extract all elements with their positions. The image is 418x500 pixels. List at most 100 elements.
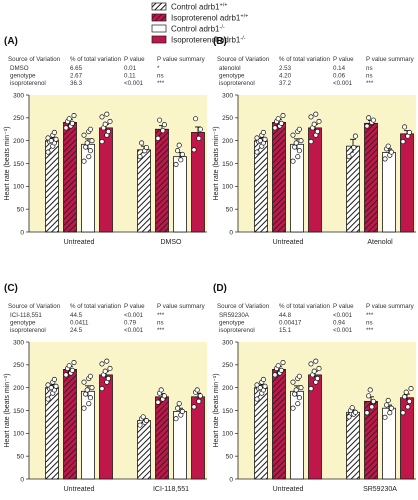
data-point [193,116,199,122]
legend-label-3: Isoproterenol adrb1-/- [171,36,246,45]
stats-cell-2-2: <0.001 [333,80,353,87]
data-point [254,396,260,402]
data-point [69,367,75,373]
stats-cell-0-3: * [157,65,160,72]
y-tick-label: 300 [13,92,24,99]
stats-cell-0-3: *** [366,312,374,319]
legend-label-main: Control adrb1 [171,25,220,34]
data-point [157,117,163,123]
y-tick-label: 200 [13,385,24,392]
x-tick-label: Untreated [64,239,95,246]
legend-label-sup: +/+ [219,3,227,9]
bar [155,396,169,480]
y-tick-label: 50 [226,453,234,460]
legend-label-main: Control adrb1 [171,3,220,12]
data-point [99,114,105,120]
data-point [197,393,203,399]
data-point [308,386,314,392]
bar [364,122,378,233]
data-point [45,149,51,155]
data-point [296,148,302,154]
data-point [66,363,72,369]
stats-header-3: P value summary [366,303,415,310]
stats-cell-0-3: *** [157,312,165,319]
data-point [314,128,320,135]
x-tick-label: Untreated [273,486,304,493]
bar [173,156,187,233]
data-point [290,379,296,385]
data-point [272,372,278,378]
stats-cell-1-0: genotype [219,73,245,80]
data-point [298,385,304,391]
y-tick-label: 100 [13,431,24,438]
data-point [352,409,358,415]
stats-cell-2-3: *** [366,80,374,87]
stats-cell-2-2: <0.001 [124,80,144,87]
data-point [140,414,146,420]
y-axis-label: Heart rate (beats min⁻¹) [4,373,11,447]
y-tick-label: 200 [222,138,233,145]
data-point [400,139,406,145]
panel-label: (C) [4,283,18,294]
data-point [191,147,197,153]
data-point [87,148,93,154]
data-point [139,140,145,146]
x-tick-label: Untreated [64,486,95,493]
y-tick-label: 100 [222,184,233,191]
data-point [387,410,393,416]
data-point [308,361,314,367]
stats-cell-0-2: 0.14 [333,65,346,72]
x-tick-label: Atenolol [367,239,393,246]
data-point [194,387,200,393]
data-point [385,397,391,404]
data-point [87,126,93,132]
data-point [254,149,260,155]
stats-cell-1-2: 0.94 [333,320,346,327]
data-point [45,135,51,141]
stats-cell-2-1: 24.5 [70,327,83,334]
data-point [176,142,182,148]
y-tick-label: 50 [17,206,25,213]
bar [137,149,151,233]
y-tick-label: 250 [13,362,24,369]
data-point [295,401,301,407]
panel-label: (D) [213,283,227,294]
data-point [262,383,268,389]
data-point [176,401,182,407]
data-point [48,385,54,391]
legend: Control adrb1+/+Isoproterenol adrb1+/+Co… [151,3,248,45]
data-point [71,360,77,366]
y-tick-label: 150 [222,161,233,168]
stats-header-2: P value [124,56,145,63]
data-point [107,365,113,372]
y-tick-label: 150 [222,408,233,415]
legend-swatch-2 [151,24,167,33]
panel-3: (D) Source of Variation % of total variati… [213,283,416,493]
data-point [384,402,390,408]
stats-header-0: Source of Variation [8,56,61,63]
stats-cell-1-1: 2.67 [70,73,83,80]
data-point [388,405,394,411]
data-point [364,123,370,129]
stats-cell-2-3: *** [366,327,374,334]
data-point [178,157,184,163]
data-point [69,120,75,126]
legend-label-main: Isoproterenol adrb1 [171,14,241,23]
data-point [278,120,284,126]
stats-cell-2-3: *** [157,327,165,334]
data-point [53,383,59,389]
y-tick-label: 0 [20,476,24,483]
data-point [316,118,322,125]
stats-cell-0-1: 44.5 [70,312,83,319]
data-point [173,161,179,167]
stats-header-3: P value summary [157,56,206,63]
data-point [89,138,95,144]
data-point [160,128,166,134]
data-point [45,396,51,402]
data-point [260,129,266,135]
data-point [53,136,59,142]
data-point [408,386,414,392]
data-point [71,113,77,119]
data-point [295,154,301,160]
